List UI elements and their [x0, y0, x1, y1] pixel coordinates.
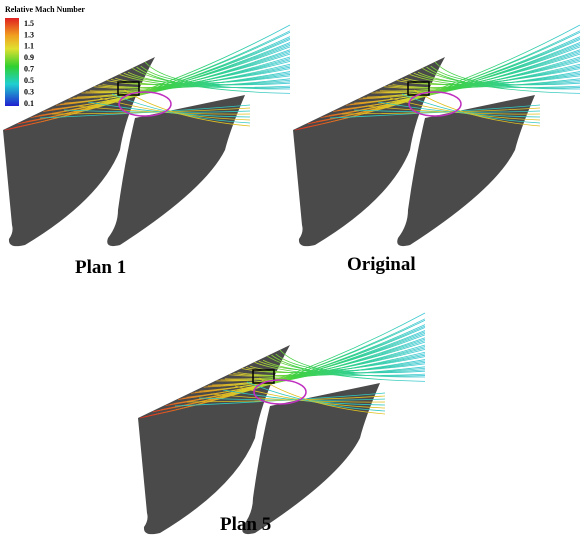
caption: Original: [347, 254, 416, 275]
panel-original: [292, 24, 581, 247]
legend-title: Relative Mach Number: [5, 5, 85, 14]
caption: Plan 1: [75, 257, 126, 278]
legend-label: 1.3: [24, 30, 34, 39]
legend-label: 0.5: [24, 76, 34, 85]
panel-plan1: [2, 24, 291, 247]
legend-label: 0.1: [24, 99, 34, 108]
legend-label: 1.5: [24, 19, 34, 28]
legend-label: 0.9: [24, 53, 34, 62]
legend-label: 0.7: [24, 65, 34, 74]
legend: Relative Mach Number 1.5 1.3 1.1 0.9 0.7 0.5 0…: [5, 5, 85, 108]
panel-plan5: [137, 312, 426, 535]
caption: Plan 5: [220, 514, 271, 535]
colorbar: [5, 18, 19, 106]
legend-label: 0.3: [24, 87, 34, 96]
legend-label: 1.1: [24, 42, 34, 51]
